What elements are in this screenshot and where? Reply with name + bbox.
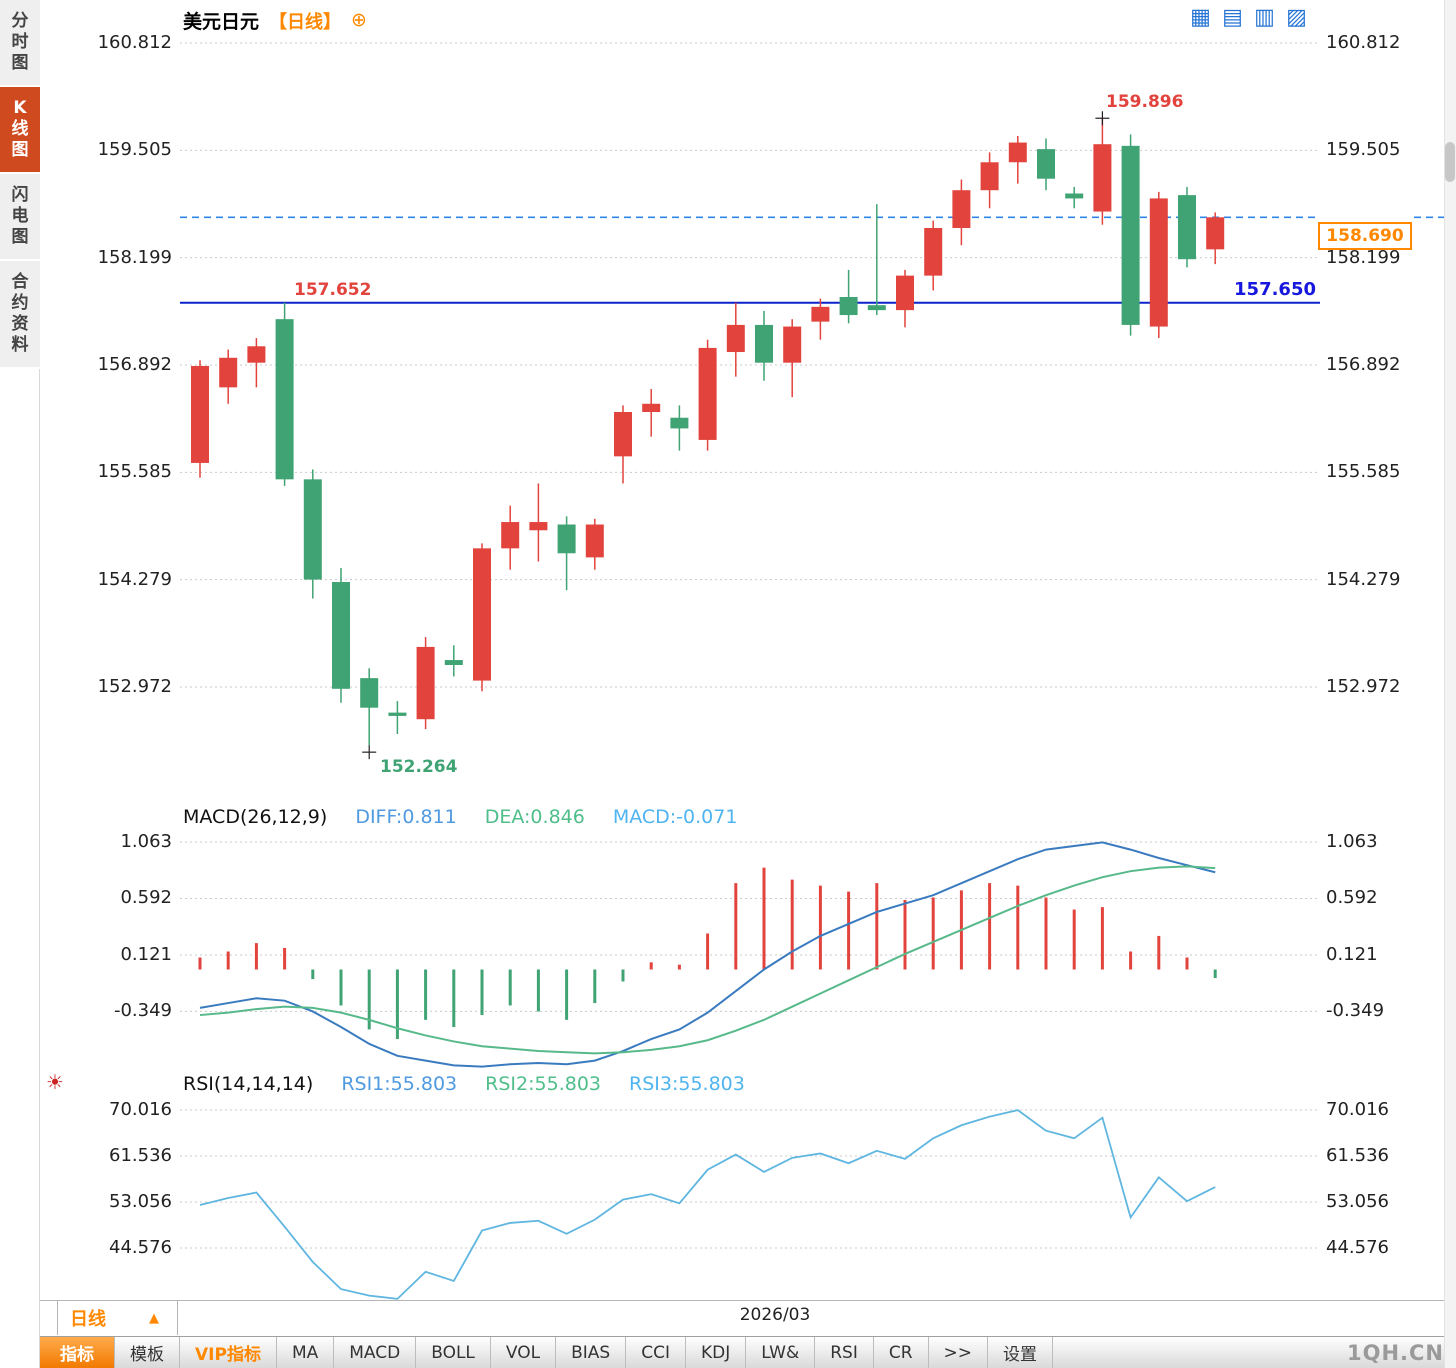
price-axis-label: 156.892 [1326, 354, 1401, 375]
rsi-axis-label: 70.016 [1326, 1099, 1389, 1120]
scrollbar-track[interactable] [1444, 0, 1456, 1368]
sidebar-item-contract-info[interactable]: 合约资料 [0, 261, 40, 369]
low-price-label: 152.264 [380, 757, 458, 777]
macd-axis-label: 0.592 [120, 887, 172, 908]
macd-hist-value: MACD:-0.071 [612, 806, 738, 828]
layout-split-icon[interactable]: ▨ [1286, 5, 1307, 30]
toolbar-tab-vol[interactable]: VOL [491, 1337, 557, 1368]
site-watermark: 1QH.CN [1346, 1340, 1444, 1365]
price-axis-label: 159.505 [1326, 139, 1401, 160]
macd-axis-label: 1.063 [1326, 831, 1378, 852]
divider [40, 1300, 1456, 1301]
price-axis-label: 160.812 [97, 32, 172, 53]
toolbar-tab-macd[interactable]: MACD [334, 1337, 417, 1368]
symbol-title: 美元日元 [183, 11, 260, 33]
sidebar-item-label: 闪电图 [11, 185, 29, 247]
layout-bars-icon[interactable]: ▤ [1222, 5, 1243, 30]
price-axis-label: 160.812 [1326, 32, 1401, 53]
toolbar-tab-cci[interactable]: CCI [626, 1337, 686, 1368]
sidebar-item-time-chart[interactable]: 分时图 [0, 0, 40, 87]
toolbar-tab-kdj[interactable]: KDJ [686, 1337, 747, 1368]
x-axis-date-label: 2026/03 [739, 1305, 811, 1325]
macd-axis-label: -0.349 [1326, 1000, 1385, 1021]
high-price-label: 159.896 [1106, 92, 1184, 112]
price-axis-label: 159.505 [97, 139, 172, 160]
rsi-header: RSI(14,14,14) RSI1:55.803 RSI2:55.803 RS… [183, 1073, 745, 1095]
toolbar-tab-more[interactable]: >> [929, 1337, 989, 1368]
rsi-axis-label: 61.536 [109, 1145, 172, 1166]
layout-grid-icon[interactable]: ▦ [1190, 5, 1211, 30]
macd-title[interactable]: MACD(26,12,9) [183, 806, 328, 828]
period-label: 日线 [70, 1309, 106, 1330]
macd-axis-label: 0.121 [120, 944, 172, 965]
rsi-axis-label: 53.056 [109, 1191, 172, 1212]
scrollbar-thumb[interactable] [1445, 142, 1455, 182]
price-axis-label: 154.279 [97, 569, 172, 590]
price-axis-label: 158.199 [1326, 247, 1401, 268]
triangle-up-icon: ▲ [149, 1310, 159, 1326]
macd-header: MACD(26,12,9) DIFF:0.811 DEA:0.846 MACD:… [183, 806, 737, 828]
layout-panel-icon[interactable]: ▥ [1254, 5, 1275, 30]
rsi2-value: RSI2:55.803 [485, 1073, 601, 1095]
toolbar-tab-templates[interactable]: 模板 [115, 1337, 180, 1368]
toolbar-tab-settings[interactable]: 设置 [988, 1337, 1054, 1368]
toolbar-tab-boll[interactable]: BOLL [416, 1337, 491, 1368]
sidebar-item-label: 合约资料 [11, 272, 29, 355]
hline-price-label: 157.650 [1234, 279, 1316, 300]
indicator-toolbar: 指标 模板 VIP指标 MA MACD BOLL VOL BIAS CCI KD… [40, 1336, 1456, 1368]
last-price-tag: 158.690 [1318, 222, 1412, 250]
price-axis-label: 152.972 [1326, 676, 1401, 697]
toolbar-tab-cr[interactable]: CR [874, 1337, 929, 1368]
toolbar-tab-rsi[interactable]: RSI [815, 1337, 874, 1368]
indicator-settings-icon[interactable]: ☀ [46, 1070, 64, 1094]
macd-axis-label: 0.592 [1326, 887, 1378, 908]
toolbar-tab-vip-indicators[interactable]: VIP指标 [180, 1337, 277, 1368]
macd-axis-label: -0.349 [113, 1000, 172, 1021]
macd-axis-label: 1.063 [120, 831, 172, 852]
swing-high-label: 157.652 [294, 280, 372, 300]
sidebar-item-lightning-chart[interactable]: 闪电图 [0, 174, 40, 261]
toolbar-tab-lw[interactable]: LW& [746, 1337, 816, 1368]
circle-plus-icon[interactable]: ⊕ [351, 9, 367, 31]
rsi-axis-label: 70.016 [109, 1099, 172, 1120]
price-axis-label: 156.892 [97, 354, 172, 375]
macd-axis-label: 0.121 [1326, 944, 1378, 965]
price-axis-label: 158.199 [97, 247, 172, 268]
rsi3-value: RSI3:55.803 [629, 1073, 745, 1095]
chart-header: 美元日元 【日线】 ⊕ [183, 7, 367, 34]
rsi-axis-label: 53.056 [1326, 1191, 1389, 1212]
rsi-axis-label: 61.536 [1326, 1145, 1389, 1166]
rsi-axis-label: 44.576 [109, 1237, 172, 1258]
layout-icon-group: ▦ ▤ ▥ ▨ [1188, 5, 1309, 30]
macd-diff-value: DIFF:0.811 [355, 806, 457, 828]
period-selector[interactable]: 日线 ▲ [57, 1301, 178, 1335]
rsi-axis-label: 44.576 [1326, 1237, 1389, 1258]
price-axis-label: 155.585 [1326, 461, 1401, 482]
toolbar-tab-bias[interactable]: BIAS [556, 1337, 627, 1368]
rsi-title[interactable]: RSI(14,14,14) [183, 1073, 314, 1095]
price-axis-label: 154.279 [1326, 569, 1401, 590]
toolbar-tab-ma[interactable]: MA [277, 1337, 335, 1368]
price-axis-label: 152.972 [97, 676, 172, 697]
period-tag[interactable]: 【日线】 [269, 11, 342, 33]
sidebar-item-label: 分时图 [11, 11, 29, 73]
toolbar-tab-indicators[interactable]: 指标 [40, 1337, 115, 1368]
price-axis-label: 155.585 [97, 461, 172, 482]
rsi1-value: RSI1:55.803 [341, 1073, 458, 1095]
macd-dea-value: DEA:0.846 [484, 806, 585, 828]
